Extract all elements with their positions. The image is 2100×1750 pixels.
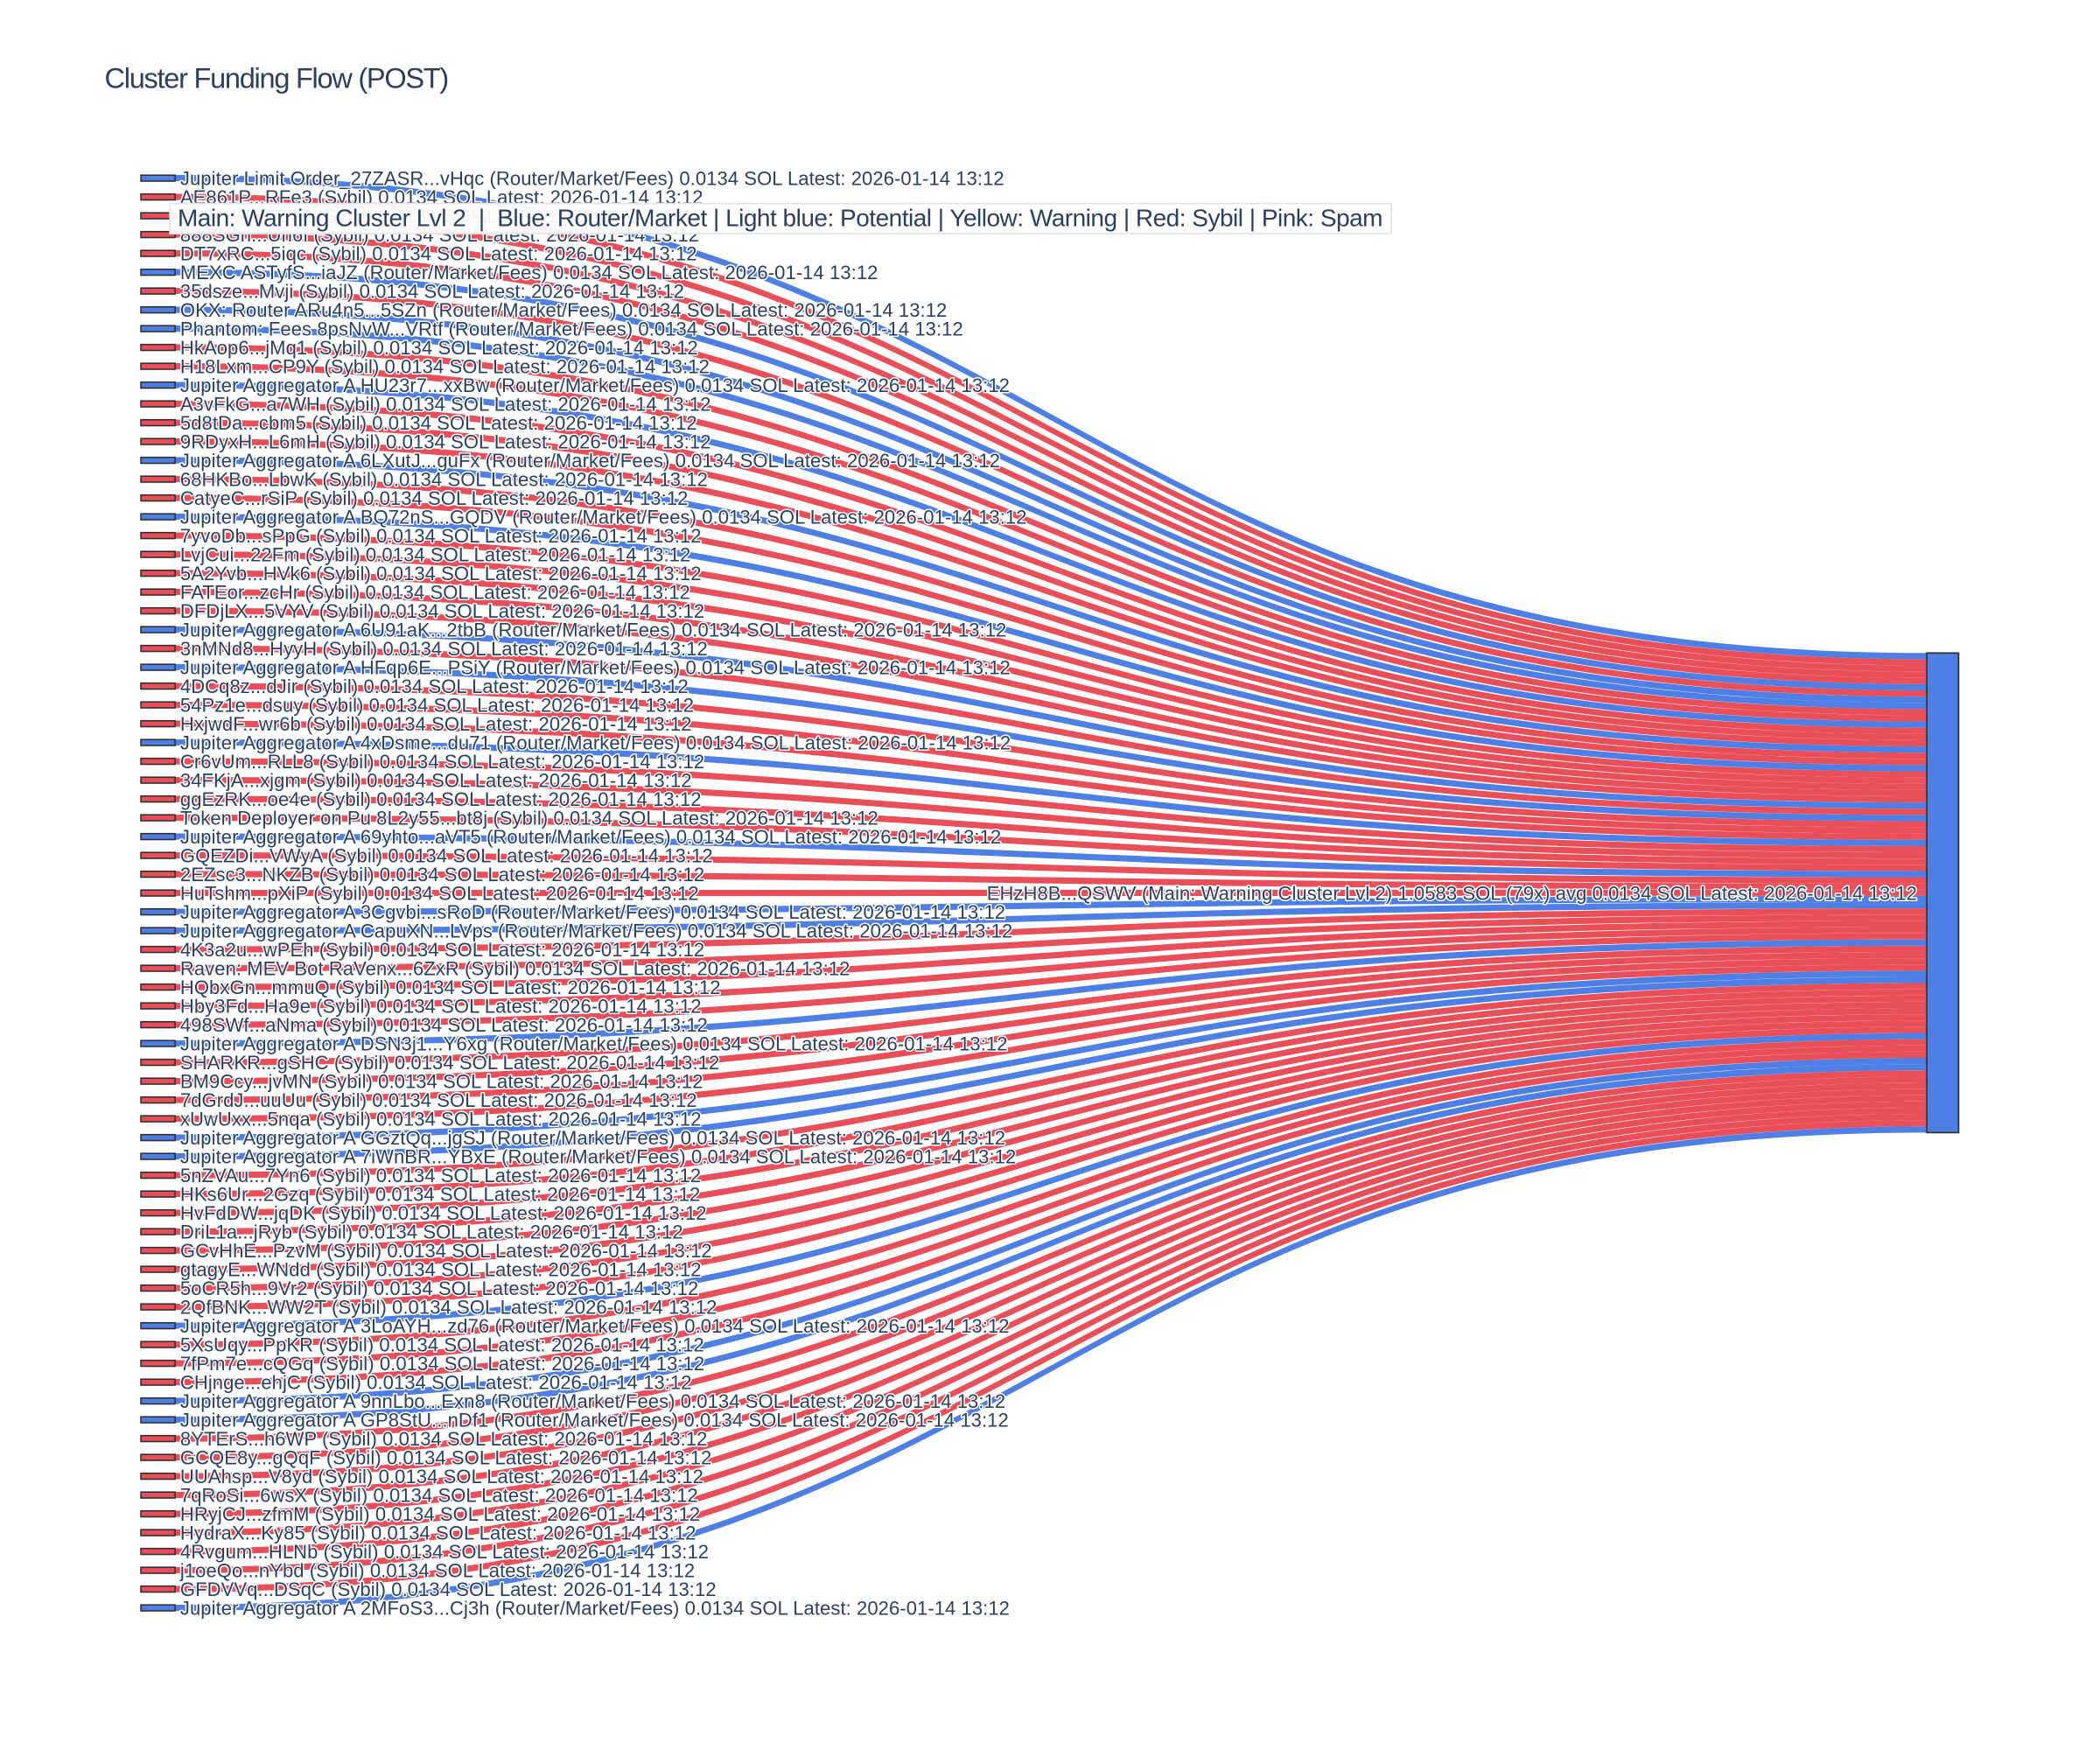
svg-text:MEXC ASTyfS...iaJZ (Router/Mar: MEXC ASTyfS...iaJZ (Router/Market/Fees) … xyxy=(180,262,878,284)
svg-text:HxjwdF...wr6b (Sybil) 0.0134 S: HxjwdF...wr6b (Sybil) 0.0134 SOL Latest:… xyxy=(180,713,692,735)
svg-text:HuTshm...pXiP (Sybil) 0.0134 S: HuTshm...pXiP (Sybil) 0.0134 SOL Latest:… xyxy=(180,883,699,905)
svg-text:GCQE8y...gQqF (Sybil) 0.0134 S: GCQE8y...gQqF (Sybil) 0.0134 SOL Latest:… xyxy=(180,1447,711,1469)
svg-text:Jupiter Limit Order_27ZASR...v: Jupiter Limit Order_27ZASR...vHqc (Route… xyxy=(180,168,1004,190)
svg-text:Token Deployer on Pu 8L2y55...: Token Deployer on Pu 8L2y55...bt8j (Sybi… xyxy=(180,808,878,830)
svg-text:HQbxGn...mmuQ (Sybil) 0.0134 S: HQbxGn...mmuQ (Sybil) 0.0134 SOL Latest:… xyxy=(180,976,721,998)
svg-text:3nMNd8...HyyH (Sybil) 0.0134 S: 3nMNd8...HyyH (Sybil) 0.0134 SOL Latest:… xyxy=(180,638,708,660)
svg-text:FATEor...zcHr (Sybil) 0.0134 S: FATEor...zcHr (Sybil) 0.0134 SOL Latest:… xyxy=(180,582,690,604)
svg-text:HvFdDW...jqDK (Sybil) 0.0134 S: HvFdDW...jqDK (Sybil) 0.0134 SOL Latest:… xyxy=(180,1202,707,1224)
svg-text:5d8tDa...cbm5 (Sybil) 0.0134 S: 5d8tDa...cbm5 (Sybil) 0.0134 SOL Latest:… xyxy=(180,412,697,434)
svg-text:HKs6Ur...2Gzq (Sybil) 0.0134 S: HKs6Ur...2Gzq (Sybil) 0.0134 SOL Latest:… xyxy=(180,1184,700,1206)
svg-text:5A2Yvb...HVk6 (Sybil) 0.0134 S: 5A2Yvb...HVk6 (Sybil) 0.0134 SOL Latest:… xyxy=(180,563,702,584)
svg-text:Jupiter Aggregator A BQ72nS...: Jupiter Aggregator A BQ72nS...GQDV (Rout… xyxy=(180,507,1027,528)
svg-text:Phantom: Fees 8psNvW...VRtf (R: Phantom: Fees 8psNvW...VRtf (Router/Mark… xyxy=(180,318,963,340)
svg-text:GFDVVq...DSqC (Sybil) 0.0134 S: GFDVVq...DSqC (Sybil) 0.0134 SOL Latest:… xyxy=(180,1578,717,1600)
svg-text:CatyeC...rSiP (Sybil) 0.0134 S: CatyeC...rSiP (Sybil) 0.0134 SOL Latest:… xyxy=(180,487,689,509)
svg-text:Jupiter Aggregator A 6LXutJ...: Jupiter Aggregator A 6LXutJ...guFx (Rout… xyxy=(180,450,1000,472)
svg-text:Jupiter Aggregator A 3LoAYH...: Jupiter Aggregator A 3LoAYH...zd76 (Rout… xyxy=(180,1315,1010,1337)
svg-text:Jupiter Aggregator A 4xDsme...: Jupiter Aggregator A 4xDsme...du71 (Rout… xyxy=(180,732,1011,754)
svg-text:5oCR5h...9Vr2 (Sybil) 0.0134 S: 5oCR5h...9Vr2 (Sybil) 0.0134 SOL Latest:… xyxy=(180,1278,698,1299)
svg-text:HRyjCJ...zfmM (Sybil) 0.0134 S: HRyjCJ...zfmM (Sybil) 0.0134 SOL Latest:… xyxy=(180,1503,700,1525)
svg-text:DT7xRC...5iqc (Sybil) 0.0134 S: DT7xRC...5iqc (Sybil) 0.0134 SOL Latest:… xyxy=(180,243,697,265)
svg-text:Jupiter Aggregator A 69yhto...: Jupiter Aggregator A 69yhto...aVT5 (Rout… xyxy=(180,826,1001,848)
svg-text:OKX: Router ARu4n5...5SZn (Rou: OKX: Router ARu4n5...5SZn (Router/Market… xyxy=(180,299,947,321)
svg-text:Jupiter Aggregator A DSN3j1...: Jupiter Aggregator A DSN3j1...Y6xg (Rout… xyxy=(180,1033,1008,1055)
svg-text:54Pz1e...dsuy (Sybil) 0.0134 S: 54Pz1e...dsuy (Sybil) 0.0134 SOL Latest:… xyxy=(180,695,694,717)
svg-text:H18Lxm...CP9Y (Sybil) 0.0134 S: H18Lxm...CP9Y (Sybil) 0.0134 SOL Latest:… xyxy=(180,356,710,378)
svg-text:HydraX...Ky85 (Sybil) 0.0134 S: HydraX...Ky85 (Sybil) 0.0134 SOL Latest:… xyxy=(180,1522,696,1544)
svg-text:Raven: MEV Bot RaVenx...6ZxR (: Raven: MEV Bot RaVenx...6ZxR (Sybil) 0.0… xyxy=(180,958,850,980)
svg-text:UUAhsp...V8yd (Sybil) 0.0134 S: UUAhsp...V8yd (Sybil) 0.0134 SOL Latest:… xyxy=(180,1466,704,1488)
svg-text:CHjnge...ehjC (Sybil) 0.0134 S: CHjnge...ehjC (Sybil) 0.0134 SOL Latest:… xyxy=(180,1372,692,1394)
svg-text:Jupiter Aggregator A GGztQq...: Jupiter Aggregator A GGztQq...jgSJ (Rout… xyxy=(180,1127,1005,1149)
svg-text:DFDjLX...5VYV (Sybil) 0.0134 S: DFDjLX...5VYV (Sybil) 0.0134 SOL Latest:… xyxy=(180,600,704,622)
svg-text:68HKBo...LbwK (Sybil) 0.0134 S: 68HKBo...LbwK (Sybil) 0.0134 SOL Latest:… xyxy=(180,469,708,491)
svg-text:7yvoDb...sPpG (Sybil) 0.0134 S: 7yvoDb...sPpG (Sybil) 0.0134 SOL Latest:… xyxy=(180,525,702,547)
svg-text:4Rvgum...HLNb (Sybil) 0.0134 S: 4Rvgum...HLNb (Sybil) 0.0134 SOL Latest:… xyxy=(180,1541,709,1563)
svg-text:2QfBNK...WW2T (Sybil) 0.0134 S: 2QfBNK...WW2T (Sybil) 0.0134 SOL Latest:… xyxy=(180,1297,718,1319)
svg-text:4K3a2u...wPEh (Sybil) 0.0134 S: 4K3a2u...wPEh (Sybil) 0.0134 SOL Latest:… xyxy=(180,939,704,961)
svg-text:A3vFkG...a7WH (Sybil) 0.0134 S: A3vFkG...a7WH (Sybil) 0.0134 SOL Latest:… xyxy=(180,394,711,416)
svg-text:4DCq8z...dJir (Sybil) 0.0134 S: 4DCq8z...dJir (Sybil) 0.0134 SOL Latest:… xyxy=(180,676,689,697)
svg-text:HkAop6...jMq1 (Sybil) 0.0134 S: HkAop6...jMq1 (Sybil) 0.0134 SOL Latest:… xyxy=(180,337,698,359)
svg-text:Jupiter Aggregator A GP8StU...: Jupiter Aggregator A GP8StU...nDf1 (Rout… xyxy=(180,1410,1009,1432)
svg-text:DriL1a...jRyb (Sybil) 0.0134 S: DriL1a...jRyb (Sybil) 0.0134 SOL Latest:… xyxy=(180,1222,683,1243)
svg-text:34FKjA...xjgm (Sybil) 0.0134 S: 34FKjA...xjgm (Sybil) 0.0134 SOL Latest:… xyxy=(180,770,692,792)
svg-text:Jupiter Aggregator A HU23r7...: Jupiter Aggregator A HU23r7...xxBw (Rout… xyxy=(180,374,1010,396)
svg-text:gtagyE...WNdd (Sybil) 0.0134 S: gtagyE...WNdd (Sybil) 0.0134 SOL Latest:… xyxy=(180,1259,702,1281)
svg-text:Main: Warning Cluster Lvl 2 |: Main: Warning Cluster Lvl 2 | Blue: Rout… xyxy=(178,205,1382,232)
svg-text:Jupiter Aggregator A 9nnLbo...: Jupiter Aggregator A 9nnLbo...Exn8 (Rout… xyxy=(180,1390,1005,1412)
svg-text:SHARKR...gSHC (Sybil) 0.0134 S: SHARKR...gSHC (Sybil) 0.0134 SOL Latest:… xyxy=(180,1052,719,1074)
svg-text:Jupiter Aggregator A 2MFoS3...: Jupiter Aggregator A 2MFoS3...Cj3h (Rout… xyxy=(180,1598,1010,1620)
svg-text:Hby3Fd...Ha9e (Sybil) 0.0134 S: Hby3Fd...Ha9e (Sybil) 0.0134 SOL Latest:… xyxy=(180,996,702,1018)
svg-text:7dGrdJ...uuUu (Sybil) 0.0134 S: 7dGrdJ...uuUu (Sybil) 0.0134 SOL Latest:… xyxy=(180,1089,697,1111)
svg-text:LvjCui...22Fm (Sybil) 0.0134 S: LvjCui...22Fm (Sybil) 0.0134 SOL Latest:… xyxy=(180,544,690,566)
svg-text:498SWf...aNma (Sybil) 0.0134 S: 498SWf...aNma (Sybil) 0.0134 SOL Latest:… xyxy=(180,1014,708,1036)
svg-text:8YTErS...h6WP (Sybil) 0.0134 S: 8YTErS...h6WP (Sybil) 0.0134 SOL Latest:… xyxy=(180,1428,708,1450)
svg-text:2EZsc3...NKZB (Sybil) 0.0134 S: 2EZsc3...NKZB (Sybil) 0.0134 SOL Latest:… xyxy=(180,864,704,886)
svg-text:Jupiter Aggregator A CapuXN...: Jupiter Aggregator A CapuXN...LVps (Rout… xyxy=(180,920,1012,942)
svg-text:ggEzRK...oe4e (Sybil) 0.0134 S: ggEzRK...oe4e (Sybil) 0.0134 SOL Latest:… xyxy=(180,788,702,810)
svg-text:Jupiter Aggregator A 6U91aK...: Jupiter Aggregator A 6U91aK...2tbB (Rout… xyxy=(180,620,1006,641)
svg-text:EHzH8B...QSWV (Main: Warning C: EHzH8B...QSWV (Main: Warning Cluster Lvl… xyxy=(987,883,1917,905)
svg-text:7fPm7e...cQGq (Sybil) 0.0134 S: 7fPm7e...cQGq (Sybil) 0.0134 SOL Latest:… xyxy=(180,1353,704,1375)
svg-text:j1oeQo...nYbd (Sybil) 0.0134 S: j1oeQo...nYbd (Sybil) 0.0134 SOL Latest:… xyxy=(179,1560,695,1582)
svg-text:5nZVAu...7Yn6 (Sybil) 0.0134 S: 5nZVAu...7Yn6 (Sybil) 0.0134 SOL Latest:… xyxy=(180,1165,701,1186)
svg-text:35dsze...Mvji (Sybil) 0.0134 S: 35dsze...Mvji (Sybil) 0.0134 SOL Latest:… xyxy=(180,281,684,303)
svg-text:xUwUxx...5nqa (Sybil) 0.0134 S: xUwUxx...5nqa (Sybil) 0.0134 SOL Latest:… xyxy=(180,1109,702,1130)
svg-text:Jupiter Aggregator A 7iWnBR...: Jupiter Aggregator A 7iWnBR...YBxE (Rout… xyxy=(180,1146,1016,1168)
svg-text:Jupiter Aggregator A 3Cgvbi...: Jupiter Aggregator A 3Cgvbi...sRoD (Rout… xyxy=(180,901,1005,923)
svg-text:Cr6vUm...RLL8 (Sybil) 0.0134 S: Cr6vUm...RLL8 (Sybil) 0.0134 SOL Latest:… xyxy=(180,751,704,773)
svg-text:7qRoSi...6wsX (Sybil) 0.0134 S: 7qRoSi...6wsX (Sybil) 0.0134 SOL Latest:… xyxy=(180,1485,698,1507)
svg-text:9RDyxH...L6mH (Sybil) 0.0134 S: 9RDyxH...L6mH (Sybil) 0.0134 SOL Latest:… xyxy=(180,431,711,453)
svg-text:5XsUqy...PpKR (Sybil) 0.0134 S: 5XsUqy...PpKR (Sybil) 0.0134 SOL Latest:… xyxy=(180,1334,704,1356)
svg-text:Jupiter Aggregator A HFqp6E...: Jupiter Aggregator A HFqp6E...PSiY (Rout… xyxy=(180,657,1011,679)
svg-text:BM9Ccy...jvMN (Sybil) 0.0134 S: BM9Ccy...jvMN (Sybil) 0.0134 SOL Latest:… xyxy=(180,1071,704,1093)
svg-text:Cluster Funding Flow (POST): Cluster Funding Flow (POST) xyxy=(105,63,448,94)
svg-text:GQEZDi...VWyA (Sybil) 0.0134 S: GQEZDi...VWyA (Sybil) 0.0134 SOL Latest:… xyxy=(180,845,713,867)
svg-text:GCvHhE...PzvM (Sybil) 0.0134 S: GCvHhE...PzvM (Sybil) 0.0134 SOL Latest:… xyxy=(180,1240,712,1262)
